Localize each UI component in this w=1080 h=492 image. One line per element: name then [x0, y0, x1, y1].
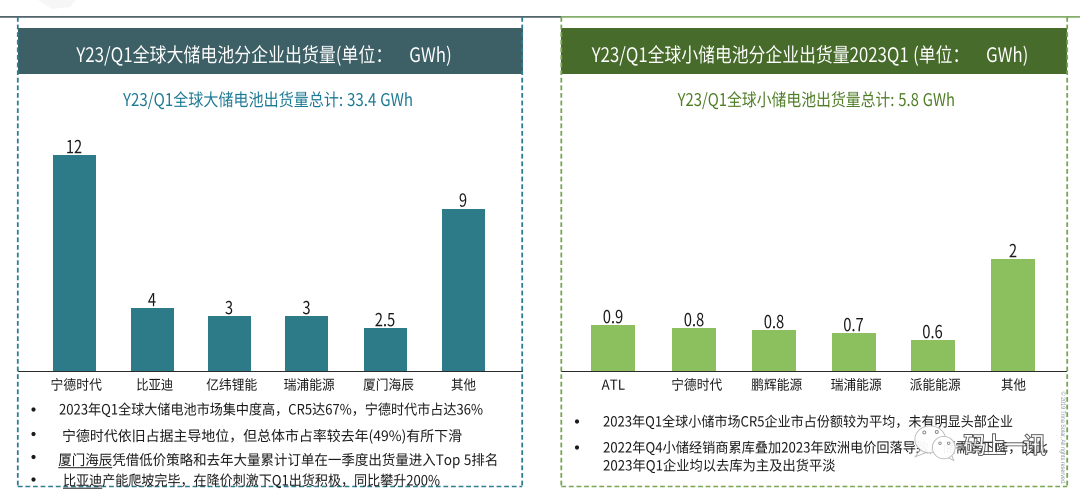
svg-text:© 2019 Trina Solar, All rights: © 2019 Trina Solar, All rights reserved. — [1059, 392, 1066, 485]
